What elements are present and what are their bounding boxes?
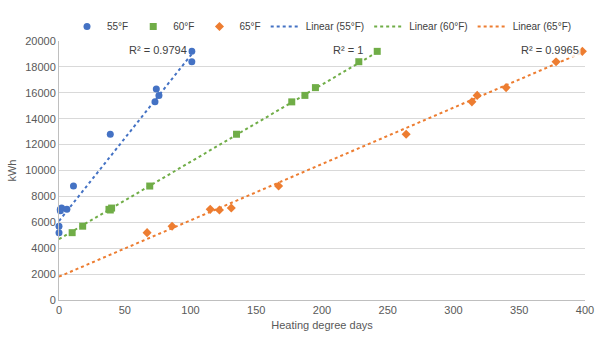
svg-text:4000: 4000 xyxy=(31,242,55,254)
svg-text:250: 250 xyxy=(379,304,397,316)
svg-text:12000: 12000 xyxy=(25,138,56,150)
svg-text:400: 400 xyxy=(576,304,594,316)
svg-text:300: 300 xyxy=(444,304,462,316)
svg-text:R² = 0.9965: R² = 0.9965 xyxy=(521,44,579,56)
svg-text:Linear (55°F): Linear (55°F) xyxy=(306,21,364,32)
svg-text:Linear (65°F): Linear (65°F) xyxy=(513,21,571,32)
svg-text:100: 100 xyxy=(181,304,199,316)
svg-text:6000: 6000 xyxy=(31,216,55,228)
svg-text:R² = 0.9794: R² = 0.9794 xyxy=(129,44,187,56)
svg-text:Heating degree days: Heating degree days xyxy=(271,319,373,331)
svg-text:65°F: 65°F xyxy=(239,21,260,32)
svg-text:18000: 18000 xyxy=(25,61,56,73)
svg-text:150: 150 xyxy=(247,304,265,316)
svg-text:16000: 16000 xyxy=(25,87,56,99)
svg-text:kWh: kWh xyxy=(6,160,18,182)
svg-text:14000: 14000 xyxy=(25,113,56,125)
svg-text:200: 200 xyxy=(313,304,331,316)
svg-text:50: 50 xyxy=(119,304,131,316)
svg-text:8000: 8000 xyxy=(31,190,55,202)
svg-text:55°F: 55°F xyxy=(107,21,128,32)
svg-text:2000: 2000 xyxy=(31,268,55,280)
svg-text:20000: 20000 xyxy=(25,35,56,47)
svg-text:Linear (60°F): Linear (60°F) xyxy=(409,21,467,32)
svg-text:0: 0 xyxy=(50,294,56,306)
svg-text:350: 350 xyxy=(510,304,528,316)
svg-text:10000: 10000 xyxy=(25,164,56,176)
svg-text:R² = 1: R² = 1 xyxy=(333,44,363,56)
svg-text:60°F: 60°F xyxy=(173,21,194,32)
svg-text:0: 0 xyxy=(56,304,62,316)
